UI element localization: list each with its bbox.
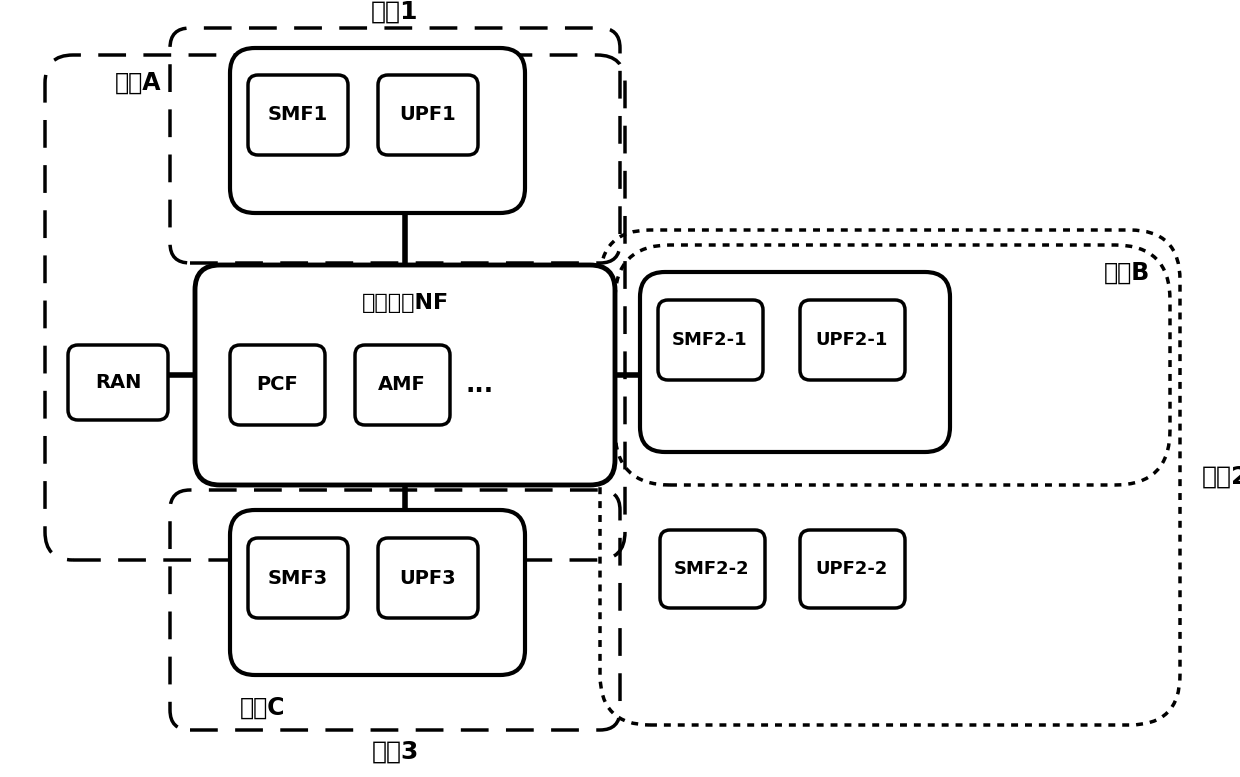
Text: SMF3: SMF3 xyxy=(268,569,329,587)
Text: 切片共享NF: 切片共享NF xyxy=(361,293,449,313)
Text: UPF3: UPF3 xyxy=(399,569,456,587)
FancyBboxPatch shape xyxy=(195,265,615,485)
FancyBboxPatch shape xyxy=(378,538,477,618)
Text: SMF2-1: SMF2-1 xyxy=(672,331,748,349)
Text: 地区3: 地区3 xyxy=(371,740,419,764)
Text: AMF: AMF xyxy=(378,375,425,395)
Text: SMF2-2: SMF2-2 xyxy=(675,560,750,578)
FancyBboxPatch shape xyxy=(640,272,950,452)
FancyBboxPatch shape xyxy=(378,75,477,155)
FancyBboxPatch shape xyxy=(248,75,348,155)
FancyBboxPatch shape xyxy=(229,48,525,213)
FancyBboxPatch shape xyxy=(658,300,763,380)
Text: UPF1: UPF1 xyxy=(399,106,456,124)
Text: 地区1: 地区1 xyxy=(371,0,419,24)
FancyBboxPatch shape xyxy=(229,345,325,425)
Text: SMF1: SMF1 xyxy=(268,106,329,124)
Text: UPF2-2: UPF2-2 xyxy=(816,560,888,578)
Text: PCF: PCF xyxy=(257,375,298,395)
FancyBboxPatch shape xyxy=(229,510,525,675)
Text: 切片B: 切片B xyxy=(1104,261,1149,285)
FancyBboxPatch shape xyxy=(355,345,450,425)
Text: 地区2: 地区2 xyxy=(1202,465,1240,489)
FancyBboxPatch shape xyxy=(660,530,765,608)
Text: 切片C: 切片C xyxy=(241,696,285,720)
Text: RAN: RAN xyxy=(94,372,141,392)
FancyBboxPatch shape xyxy=(68,345,167,420)
Text: 切片A: 切片A xyxy=(115,71,161,95)
FancyBboxPatch shape xyxy=(248,538,348,618)
Text: UPF2-1: UPF2-1 xyxy=(816,331,888,349)
Text: ...: ... xyxy=(466,373,494,397)
FancyBboxPatch shape xyxy=(800,300,905,380)
FancyBboxPatch shape xyxy=(800,530,905,608)
